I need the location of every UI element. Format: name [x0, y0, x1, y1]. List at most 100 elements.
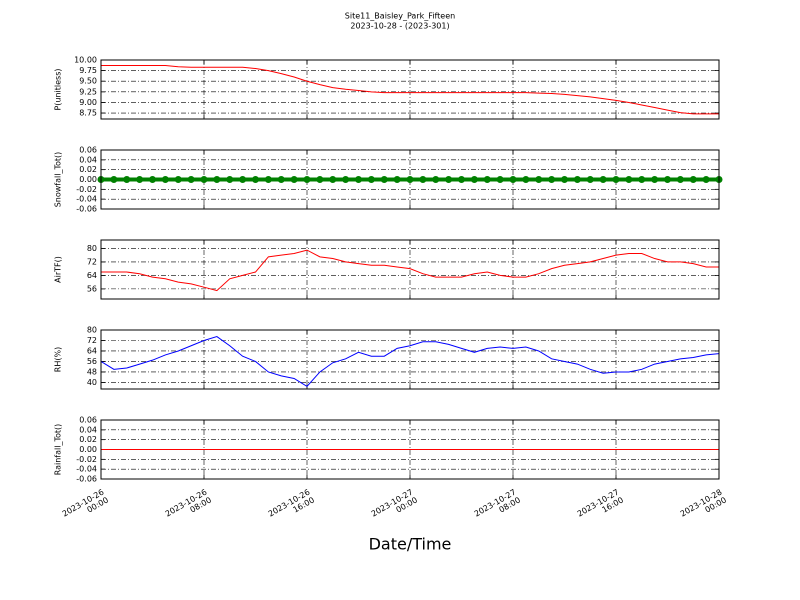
data-point	[638, 176, 646, 183]
data-point	[599, 176, 607, 183]
data-point	[213, 176, 221, 183]
data-point	[393, 176, 401, 183]
plot-frame	[100, 239, 720, 300]
data-point	[651, 176, 659, 183]
y-tick-label: 72	[87, 336, 97, 345]
data-line	[101, 249, 719, 292]
plot-frame	[100, 149, 720, 210]
y-tick-label: -0.04	[76, 465, 97, 474]
y-tick-label: 9.25	[79, 87, 97, 96]
y-tick-label: 0.00	[79, 175, 97, 184]
data-point	[522, 176, 530, 183]
data-point	[342, 176, 350, 183]
y-tick-label: 0.02	[79, 435, 97, 444]
y-axis-label: AirTF()	[54, 256, 63, 283]
plot-frame	[100, 329, 720, 390]
data-point	[676, 176, 684, 183]
y-tick-label: 0.00	[79, 445, 97, 454]
data-point	[664, 176, 671, 183]
x-tick-label: 2023-10-2800:00	[678, 487, 727, 526]
y-axis-label: Rainfall_Tot()	[54, 424, 63, 476]
y-tick-label: 72	[87, 257, 97, 266]
data-point	[702, 176, 710, 183]
y-tick-label: -0.02	[76, 455, 97, 464]
data-point	[174, 176, 182, 183]
y-tick-label: -0.02	[76, 185, 97, 194]
data-point	[432, 176, 440, 183]
data-point	[290, 176, 298, 183]
data-point	[329, 176, 337, 183]
y-axis-label: RH(%)	[54, 347, 63, 372]
data-point	[110, 176, 118, 183]
data-point	[226, 176, 234, 183]
y-tick-label: 0.04	[79, 425, 97, 434]
data-point	[239, 176, 247, 183]
data-point	[573, 176, 581, 183]
x-axis-label: Date/Time	[369, 535, 452, 554]
data-point	[380, 176, 388, 183]
y-axis-label: Snowfall_Tot()	[54, 152, 63, 208]
data-point	[586, 176, 594, 183]
y-tick-label: -0.06	[76, 205, 97, 214]
data-point	[149, 176, 156, 183]
data-line	[101, 65, 719, 115]
y-tick-label: -0.06	[76, 475, 97, 484]
y-tick-label: 9.50	[79, 77, 97, 86]
y-tick-label: 0.06	[79, 146, 97, 155]
y-tick-label: 80	[87, 326, 97, 335]
data-point	[548, 176, 556, 183]
data-point	[252, 176, 259, 183]
y-tick-label: 40	[87, 378, 97, 387]
x-tick-label: 2023-10-2716:00	[575, 487, 624, 526]
data-point	[316, 176, 324, 183]
data-point	[200, 176, 208, 183]
data-point	[161, 176, 169, 183]
data-point	[535, 176, 543, 183]
data-point	[264, 176, 272, 183]
data-point	[625, 176, 633, 183]
x-tick-label: 2023-10-2700:00	[369, 487, 418, 526]
y-tick-label: 64	[87, 271, 97, 280]
y-tick-label: 10.00	[74, 56, 97, 65]
y-tick-label: 64	[87, 346, 97, 355]
y-tick-label: 8.75	[79, 109, 97, 118]
x-tick-label: 2023-10-2708:00	[472, 487, 521, 526]
data-point	[136, 176, 144, 183]
x-tick-label: 2023-10-2616:00	[266, 487, 315, 526]
x-tick-label: 2023-10-2600:00	[60, 487, 109, 526]
data-point	[458, 176, 465, 183]
chart-subtitle: 2023-10-28 - (2023-301)	[350, 22, 449, 31]
y-tick-label: 0.06	[79, 416, 97, 425]
y-tick-label: 56	[87, 357, 97, 366]
data-point	[470, 176, 478, 183]
data-point	[277, 176, 285, 183]
y-tick-label: -0.04	[76, 195, 97, 204]
data-line	[100, 336, 720, 388]
data-point	[303, 176, 311, 183]
data-point	[355, 176, 362, 183]
y-axis-label: P(unitless)	[54, 68, 63, 110]
y-tick-label: 0.02	[79, 165, 97, 174]
y-tick-label: 9.00	[79, 98, 97, 107]
data-point	[612, 176, 620, 183]
y-tick-label: 80	[87, 244, 97, 253]
data-point	[483, 176, 491, 183]
data-point	[187, 176, 195, 183]
y-tick-label: 9.75	[79, 66, 97, 75]
y-tick-label: 48	[87, 367, 97, 376]
chart-title: Site11_Baisley_Park_Fifteen	[345, 12, 455, 21]
data-point	[561, 176, 568, 183]
data-point	[509, 176, 517, 183]
y-tick-label: 56	[87, 284, 97, 293]
data-point	[445, 176, 453, 183]
x-tick-label: 2023-10-2608:00	[163, 487, 212, 526]
data-point	[496, 176, 504, 183]
plot-frame	[100, 419, 720, 480]
data-point	[367, 176, 375, 183]
data-point	[689, 176, 697, 183]
plot-frame	[100, 59, 720, 120]
y-tick-label: 0.04	[79, 155, 97, 164]
data-point	[123, 176, 131, 183]
data-point	[406, 176, 414, 183]
